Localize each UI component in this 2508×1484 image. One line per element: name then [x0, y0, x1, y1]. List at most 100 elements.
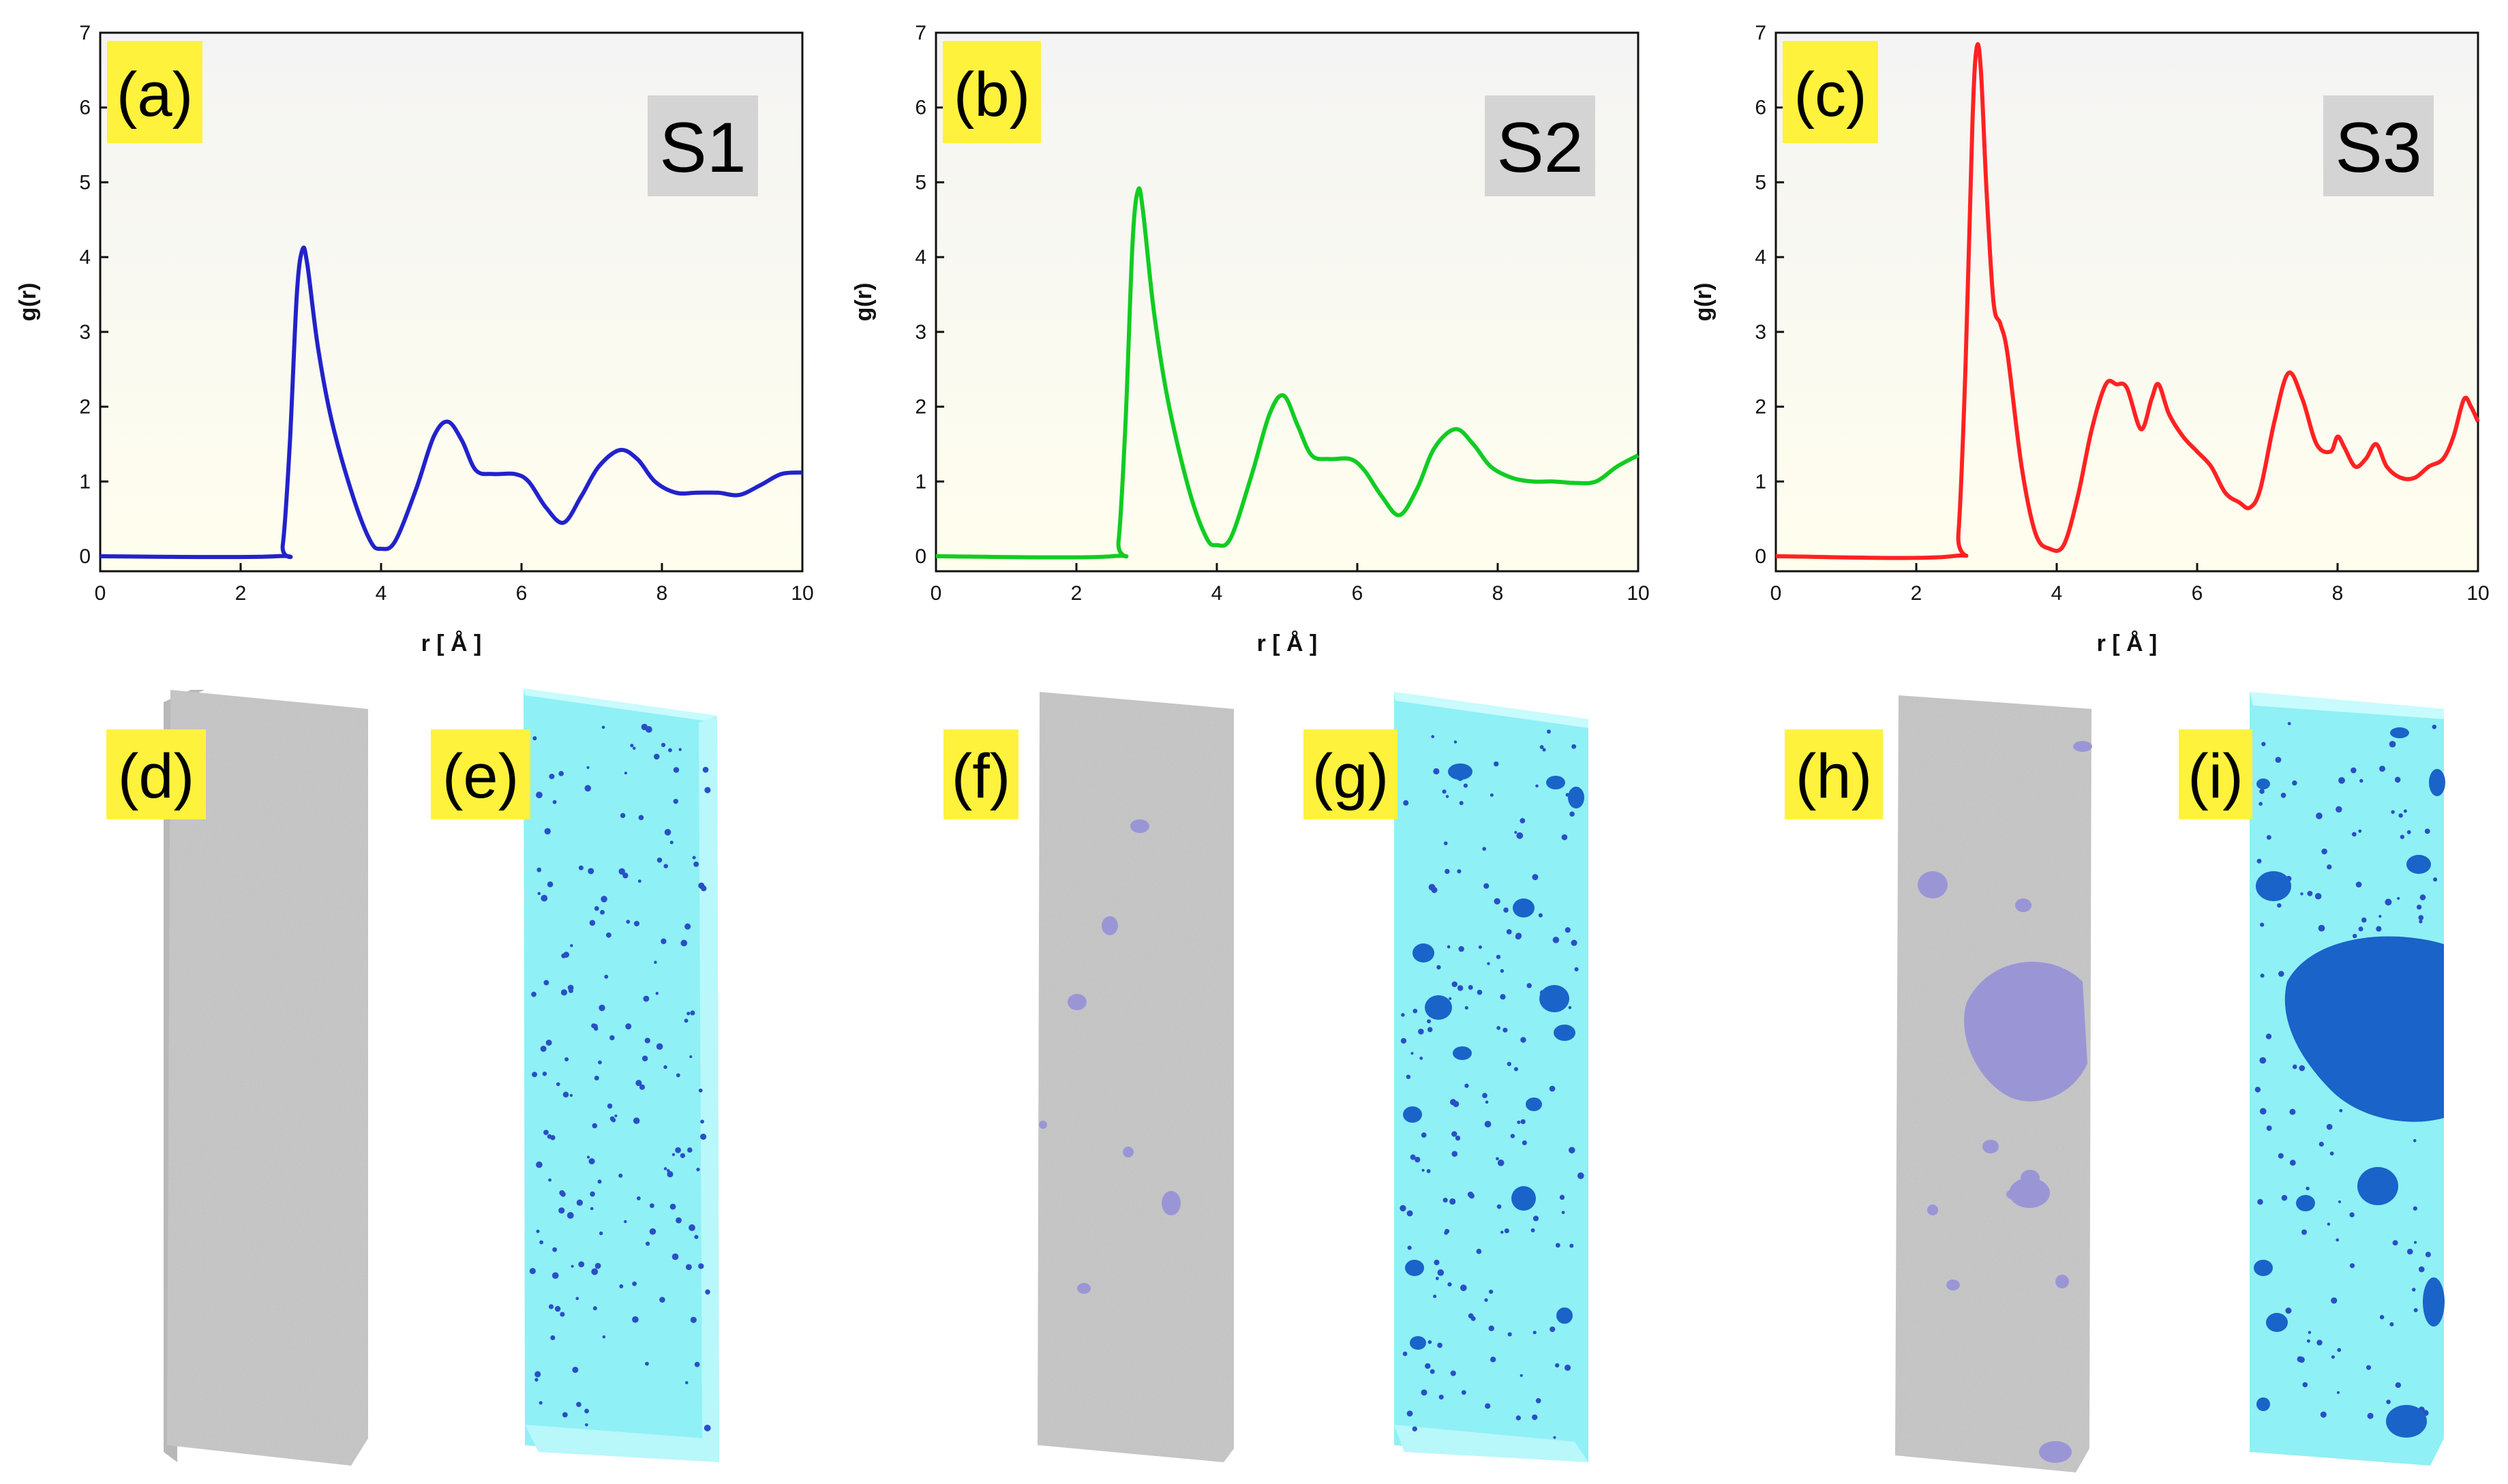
x-tick-label: 4 — [1211, 582, 1223, 605]
cluster-dot — [680, 1153, 686, 1158]
cluster-dot — [633, 1117, 640, 1124]
panel-a-gr-plot: 0 2 4 6 8 10 0 1 2 3 4 5 6 7 r [ Å ] g(r) (a) S1 — [15, 22, 814, 656]
cluster-dot — [549, 773, 555, 780]
x-tick-label: 10 — [2466, 582, 2489, 605]
cluster-dot — [1569, 1243, 1574, 1248]
cluster-dot — [1427, 1019, 1432, 1024]
cluster-dot — [2259, 789, 2265, 794]
cluster-dot — [591, 1268, 599, 1275]
cluster-dot — [548, 1178, 552, 1182]
cluster-dot — [2416, 905, 2422, 910]
cluster-dot — [1514, 830, 1517, 834]
cluster-dot — [1568, 1005, 1572, 1010]
y-axis-label: g(r) — [1691, 283, 1717, 322]
panel-tag-bg — [431, 729, 530, 819]
cluster-dot — [1520, 1037, 1526, 1043]
snapshot-i-cyan-slab: (i) — [2179, 692, 2445, 1466]
cluster-dot — [1565, 927, 1571, 933]
cluster-dot — [2406, 830, 2411, 834]
cluster-dot — [550, 1135, 556, 1140]
cluster-dot — [704, 1424, 711, 1432]
cluster-dot — [2316, 813, 2323, 819]
cluster-dot — [1468, 985, 1473, 990]
cluster-dot — [547, 881, 554, 888]
cluster-dot — [690, 1316, 697, 1323]
slab-top-face — [1394, 692, 1588, 728]
cluster-dot — [536, 1161, 543, 1168]
y-tick-label: 1 — [915, 470, 926, 493]
cluster-dot — [543, 1130, 549, 1136]
cluster-dot — [562, 1091, 569, 1098]
cluster-dot — [1427, 1027, 1433, 1033]
cluster-dot — [2292, 780, 2297, 786]
cluster-dot — [1494, 898, 1500, 905]
cluster-dot — [532, 736, 537, 741]
cluster-dot — [1426, 1169, 1431, 1173]
cluster-dot — [1507, 1332, 1512, 1337]
y-tick-label: 3 — [1755, 321, 1766, 344]
cluster-dot — [643, 995, 650, 1002]
cluster-dot — [1555, 1243, 1560, 1248]
cluster-dot — [667, 1170, 674, 1178]
cluster-dot — [641, 1055, 648, 1061]
cluster-dot — [2349, 1263, 2355, 1269]
cluster-dot — [653, 753, 660, 760]
cluster-dot — [1506, 929, 1512, 935]
cluster-dot — [542, 1072, 547, 1076]
cluster-dot — [552, 800, 557, 804]
cluster-dot — [2259, 1057, 2267, 1064]
cluster-dot — [601, 896, 607, 903]
cluster-dot — [659, 1297, 665, 1303]
cluster-dot — [562, 1412, 568, 1418]
cluster-dot — [669, 841, 674, 845]
cluster-dot — [632, 1281, 637, 1286]
cluster-dot — [2394, 776, 2401, 783]
cluster-dot — [1464, 1005, 1468, 1010]
cluster-dot — [2338, 1200, 2342, 1204]
panel-tag: (i) — [2188, 742, 2243, 811]
cluster-dot — [2392, 1240, 2398, 1246]
cluster-dot — [537, 867, 542, 873]
cluster-dot — [586, 1155, 590, 1159]
y-tick-label: 1 — [79, 470, 91, 493]
y-tick-label: 7 — [79, 22, 91, 44]
cluster-dot — [605, 932, 611, 938]
cluster-dot — [663, 1167, 667, 1170]
cluster-dot — [687, 1147, 693, 1153]
cluster-dot — [1490, 793, 1494, 797]
cluster-dot — [569, 1093, 573, 1097]
cluster-dot — [694, 1235, 699, 1239]
cluster-dot — [545, 1040, 552, 1046]
cluster-dot — [1460, 1284, 1467, 1292]
cluster-dot — [1447, 945, 1451, 949]
x-tick-label: 4 — [376, 582, 387, 605]
cluster-dot — [2318, 1141, 2324, 1147]
cluster-dot — [1443, 841, 1448, 846]
cluster-dot — [1549, 1085, 1556, 1092]
cluster-dot — [633, 920, 640, 926]
cluster-dot — [1400, 1038, 1407, 1044]
cluster-dot — [1434, 1259, 1440, 1266]
cluster-dot — [1412, 1008, 1418, 1014]
cluster-patches — [1403, 763, 1584, 1350]
cluster-dot — [2326, 1123, 2333, 1130]
cluster-dot — [1483, 883, 1490, 889]
cluster-dot — [666, 1168, 670, 1172]
cluster-dot — [561, 953, 566, 958]
cluster-dot — [1496, 954, 1501, 959]
cluster-dot — [1457, 985, 1464, 991]
cluster-dot — [618, 868, 625, 875]
cluster-dot — [1451, 1151, 1458, 1157]
cluster-dot — [1559, 1194, 1565, 1200]
panel-tag: (b) — [954, 60, 1030, 130]
cluster-dot — [536, 1229, 540, 1233]
cluster-dot — [2378, 915, 2382, 918]
cluster-dot — [694, 1361, 700, 1367]
cluster-dot — [1406, 1074, 1411, 1079]
cluster-dot — [2285, 1307, 2292, 1314]
cluster-dot — [2406, 1248, 2413, 1255]
cluster-dot — [1532, 1331, 1537, 1335]
cluster-dot — [2307, 890, 2313, 896]
cluster-dot — [1467, 1191, 1474, 1198]
cluster-dot — [1490, 1357, 1496, 1363]
